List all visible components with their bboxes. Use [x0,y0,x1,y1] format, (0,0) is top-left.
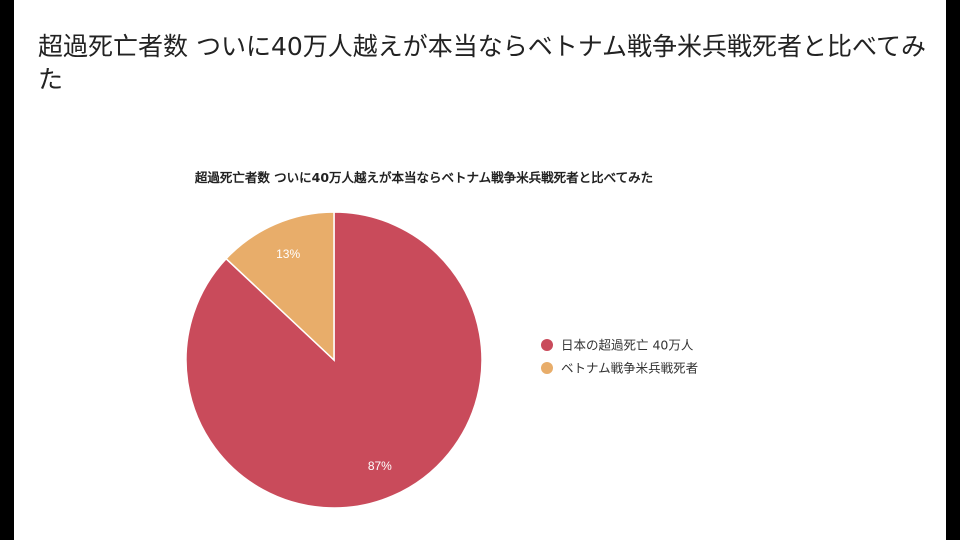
chart-title: 超過死亡者数 ついに40万人越えが本当ならベトナム戦争米兵戦死者と比べてみた [194,170,653,185]
legend-marker-1 [541,339,553,351]
legend-label-2: ベトナム戦争米兵戦死者 [561,361,698,376]
slice-label-2: 13% [276,247,300,261]
slide: 超過死亡者数 ついに40万人越えが本当ならベトナム戦争米兵戦死者と比べてみた 超… [14,0,946,540]
slice-label-1: 87% [368,459,392,473]
legend-label-1: 日本の超過死亡 40万人 [561,338,694,353]
pie-slice-2 [225,211,335,362]
legend-marker-2 [541,362,553,374]
slide-title: 超過死亡者数 ついに40万人越えが本当ならベトナム戦争米兵戦死者と比べてみた [38,32,927,94]
pie-slices [185,211,483,509]
pie-chart: 超過死亡者数 ついに40万人越えが本当ならベトナム戦争米兵戦死者と比べてみた 8… [185,170,698,509]
slice-labels: 87% 13% [276,247,392,473]
